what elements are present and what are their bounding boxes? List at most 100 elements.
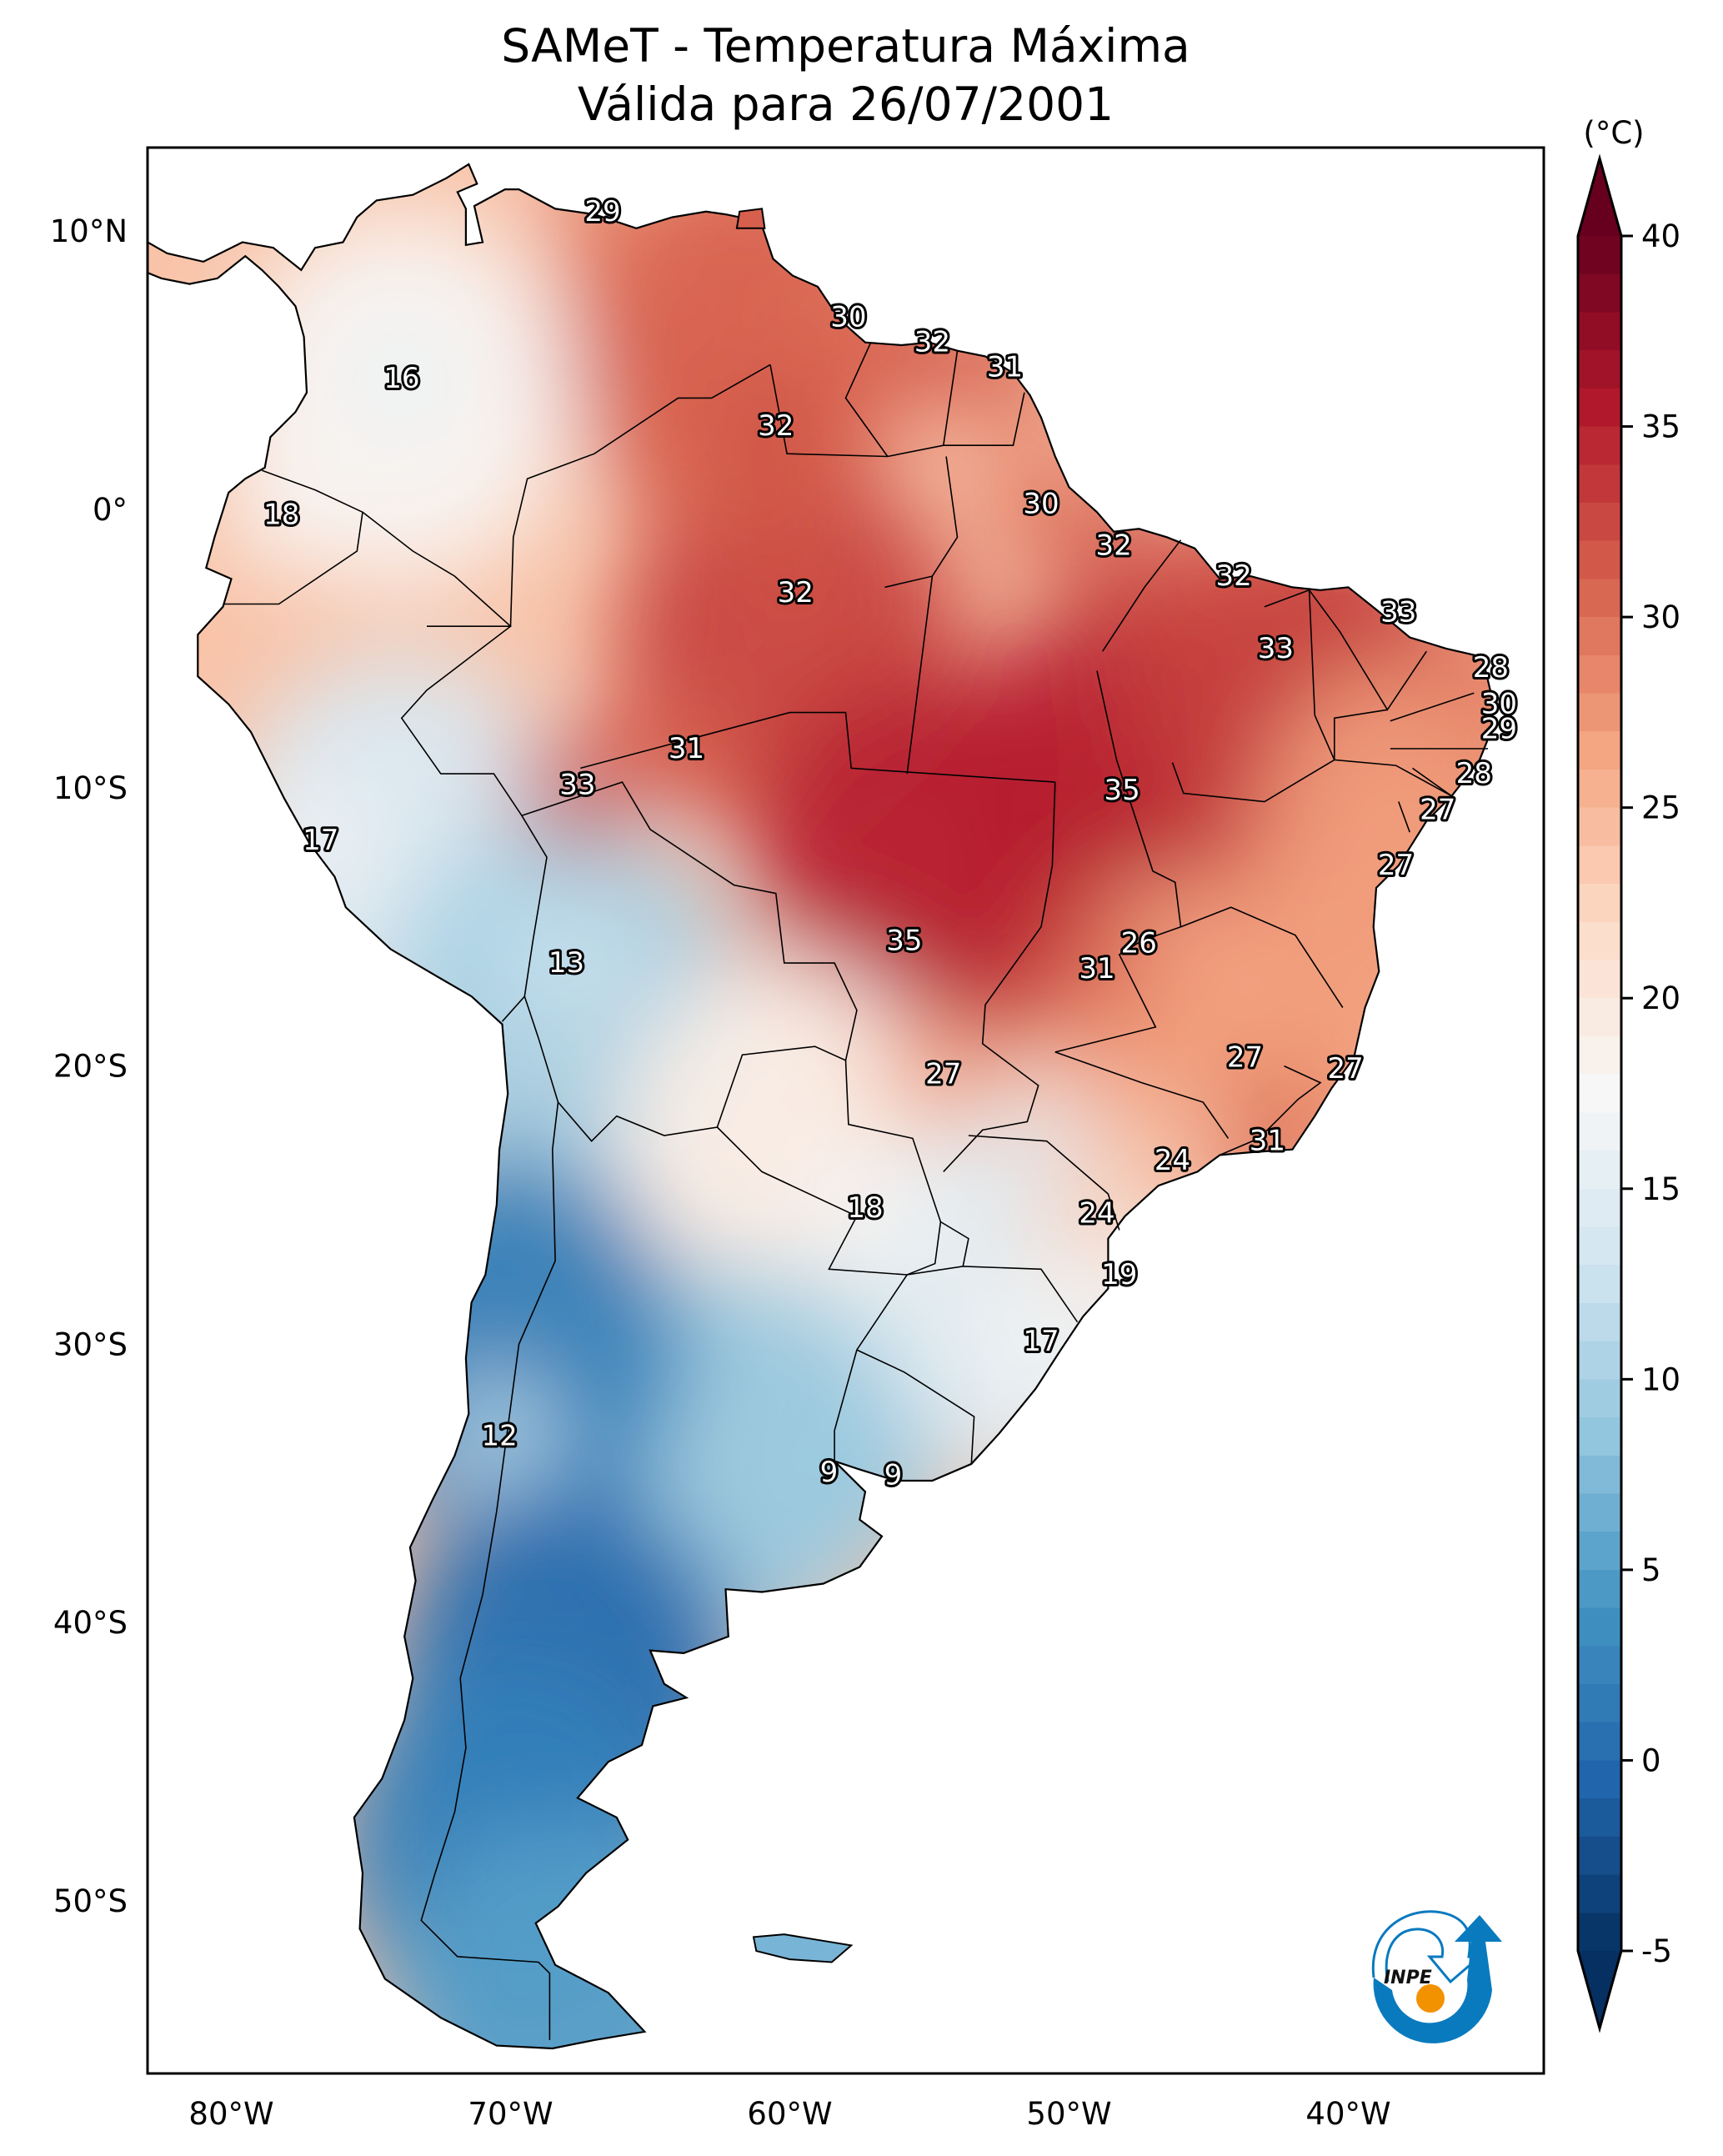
islands bbox=[735, 208, 854, 1963]
logo-arrow-icon bbox=[1373, 1915, 1502, 2043]
colorbar-tick-label: 20 bbox=[1641, 980, 1680, 1016]
border-line bbox=[963, 1266, 1079, 1323]
country-borders bbox=[223, 342, 1488, 2040]
colorbar-tick-label: 35 bbox=[1641, 409, 1680, 445]
border-line bbox=[1308, 589, 1427, 711]
island bbox=[752, 1933, 854, 1963]
contour-label: 13 bbox=[548, 946, 584, 980]
x-tick-label: 70°W bbox=[468, 2096, 553, 2132]
colorbar-tick-label: -5 bbox=[1641, 1933, 1672, 1969]
colorbar-tick-label: 10 bbox=[1641, 1361, 1680, 1397]
coastline bbox=[148, 163, 1495, 2050]
colorbar-tick-label: 15 bbox=[1641, 1171, 1680, 1207]
field-sample bbox=[218, 452, 344, 578]
border-line bbox=[856, 1349, 975, 1464]
contour-label: 31 bbox=[669, 732, 704, 765]
field-sample bbox=[503, 900, 629, 1026]
field-sample bbox=[802, 1145, 928, 1271]
colorbar-extend-max bbox=[1578, 158, 1621, 236]
colorbar-ticks: -5 0 5 10 15 20 25 30 35 40 bbox=[1621, 218, 1680, 1969]
chart-title-line-1: SAMeT - Temperatura Máxima bbox=[501, 19, 1190, 73]
contour-label: 27 bbox=[1328, 1052, 1364, 1086]
border-line bbox=[521, 781, 858, 1142]
contour-label: 27 bbox=[925, 1058, 961, 1091]
contour-label: 30 bbox=[830, 301, 866, 334]
contour-label: 17 bbox=[303, 824, 338, 857]
contour-label: 31 bbox=[987, 351, 1023, 384]
contour-label: 27 bbox=[1420, 793, 1455, 826]
y-tick-label: 50°S bbox=[53, 1883, 128, 1919]
logo-swirl-icon bbox=[1371, 1910, 1484, 1984]
field-sample bbox=[514, 722, 640, 848]
contour-label: 30 bbox=[1023, 487, 1059, 520]
inpe-logo: INPE bbox=[1371, 1910, 1502, 2043]
contour-label: 33 bbox=[1380, 595, 1416, 629]
contour-label: 27 bbox=[1378, 849, 1414, 882]
contour-label: 35 bbox=[886, 924, 922, 957]
contour-label: 30 bbox=[1481, 688, 1517, 721]
contour-label: 17 bbox=[1023, 1325, 1059, 1358]
contour-label: 32 bbox=[914, 326, 950, 359]
border-line bbox=[906, 575, 934, 775]
contour-label: 31 bbox=[1079, 952, 1114, 985]
contour-label: 29 bbox=[584, 195, 620, 228]
chart-title-line-2: Válida para 26/07/2001 bbox=[577, 78, 1114, 131]
y-axis-ticks: 10°N 0° 10°S 20°S 30°S 40°S 50°S bbox=[50, 213, 128, 1919]
contour-label: 31 bbox=[1250, 1125, 1285, 1158]
contour-label: 16 bbox=[383, 362, 419, 395]
border-line bbox=[769, 364, 1025, 458]
field-sample bbox=[1213, 585, 1339, 711]
contour-label: 12 bbox=[481, 1420, 517, 1453]
contour-label: 24 bbox=[1155, 1144, 1190, 1177]
border-line bbox=[1334, 709, 1452, 797]
colorbar-tick-label: 30 bbox=[1641, 599, 1680, 635]
border-line bbox=[427, 364, 771, 627]
contour-label: 27 bbox=[1227, 1041, 1263, 1075]
border-line bbox=[1180, 906, 1344, 1008]
y-tick-label: 10°S bbox=[53, 770, 128, 806]
contour-label: 19 bbox=[1101, 1258, 1137, 1291]
field-sample bbox=[624, 686, 749, 812]
contour-label: 32 bbox=[758, 409, 794, 443]
contour-label: 18 bbox=[847, 1191, 883, 1225]
border-line bbox=[943, 782, 1056, 1172]
border-line bbox=[844, 342, 889, 457]
colorbar-body bbox=[1578, 236, 1621, 1951]
colorbar: -5 0 5 10 15 20 25 30 35 40 (°C) bbox=[1576, 115, 1680, 2033]
y-tick-label: 40°S bbox=[53, 1605, 128, 1641]
logo-text: INPE bbox=[1384, 1968, 1432, 1988]
colorbar-extend-min bbox=[1578, 1951, 1621, 2028]
contour-label: 28 bbox=[1473, 651, 1509, 684]
border-line bbox=[1398, 801, 1410, 833]
contour-label: 32 bbox=[1095, 529, 1131, 562]
colorbar-unit-label: (°C) bbox=[1583, 115, 1644, 151]
colorbar-tick-label: 40 bbox=[1641, 218, 1680, 254]
border-line bbox=[1102, 539, 1182, 652]
field-sample bbox=[338, 316, 464, 442]
field-sample bbox=[841, 878, 967, 1004]
border-line bbox=[1412, 767, 1452, 797]
x-tick-label: 80°W bbox=[188, 2096, 273, 2132]
logo-sun-icon bbox=[1416, 1984, 1445, 2013]
contour-label: 9 bbox=[884, 1458, 903, 1492]
border-line bbox=[362, 511, 548, 1022]
field-sample bbox=[1034, 905, 1160, 1031]
contour-label: 33 bbox=[1258, 632, 1294, 665]
x-tick-label: 40°W bbox=[1305, 2096, 1390, 2132]
contour-label: 26 bbox=[1121, 927, 1157, 960]
y-tick-label: 30°S bbox=[53, 1326, 128, 1362]
border-line bbox=[968, 1135, 1120, 1231]
contour-label: 9 bbox=[820, 1456, 839, 1489]
border-line bbox=[580, 711, 1055, 783]
contour-label: 18 bbox=[263, 499, 299, 532]
contour-label: 32 bbox=[1216, 559, 1252, 593]
contour-label: 28 bbox=[1456, 757, 1492, 790]
border-line bbox=[1390, 692, 1475, 722]
plot-frame bbox=[146, 146, 1545, 2075]
field-sample bbox=[713, 363, 839, 489]
y-tick-label: 20°S bbox=[53, 1049, 128, 1085]
border-line bbox=[223, 469, 363, 605]
